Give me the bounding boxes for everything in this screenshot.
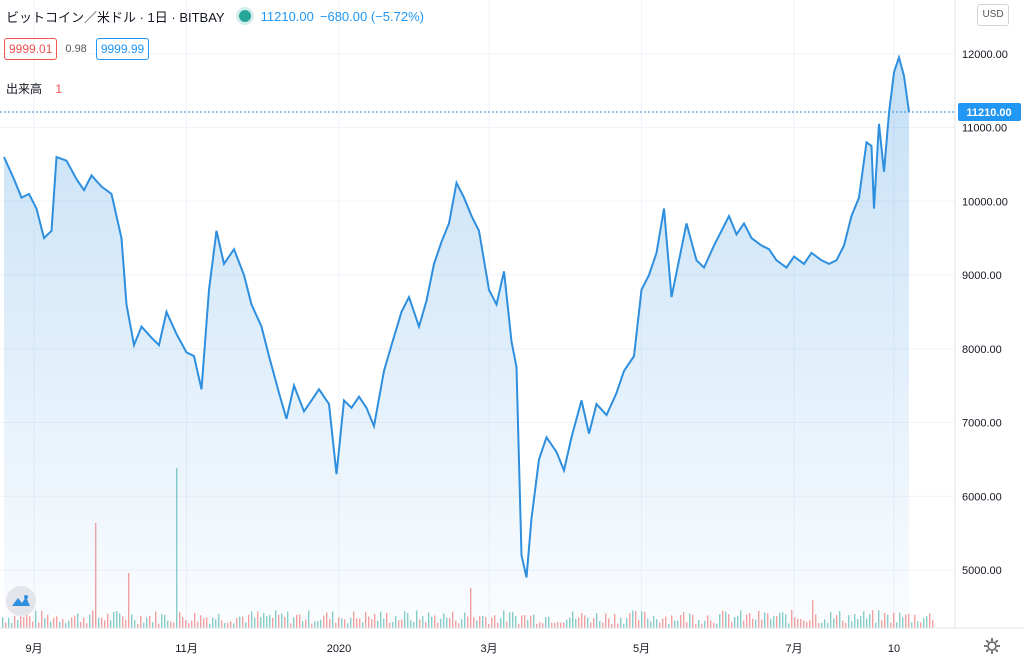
volume-legend[interactable]: 出来高 1 [6,80,62,97]
price-area [4,57,909,628]
x-tick-label: 3月 [480,643,497,655]
y-tick-label: 10000.00 [962,196,1008,208]
buy-button[interactable]: 9999.99 [95,38,150,60]
last-price-badge-label: 11210.00 [966,107,1011,119]
bid-ask-panel: 9999.01 0.98 9999.99 [4,38,150,60]
gear-icon[interactable] [982,636,1002,656]
x-tick-label: 9月 [25,643,42,655]
volume-bar [917,621,919,628]
x-tick-label: 10 [888,643,900,655]
x-tick-label: 11月 [175,643,197,655]
volume-bar [926,616,928,628]
tradingview-logo-icon[interactable] [6,586,36,616]
volume-bar [929,613,931,628]
last-price-value: 11210.00 [260,8,314,24]
x-tick-label: 2020 [327,643,351,655]
y-tick-label: 6000.00 [962,491,1002,503]
market-status-icon [238,10,251,22]
price-line [3,53,910,578]
volume-bar [920,622,922,628]
x-tick-label: 5月 [633,643,650,655]
time-axis: 9月 11月 2020 3月 5月 7月 10 [0,627,1024,665]
volume-bar [914,614,916,628]
y-tick-label: 8000.00 [962,344,1002,356]
price-change-value: −680.00 (−5.72%) [319,8,424,24]
sell-button[interactable]: 9999.01 [4,38,58,60]
volume-bar [923,617,925,628]
last-price-badge-bg [958,103,1021,122]
y-tick-label: 5000.00 [962,565,1002,577]
y-tick-label: 12000.00 [962,49,1008,61]
volume-bar [932,619,934,628]
last-price-badge: 11210.00 [958,103,1021,122]
volume-label: 出来高 [6,82,43,96]
y-tick-label: 7000.00 [962,418,1002,430]
spread-value: 0.98 [65,43,87,55]
volume-value: 1 [55,82,63,96]
y-tick-label: 11000.00 [962,123,1007,135]
x-tick-label: 7月 [785,643,802,655]
price-axis: 12000.00 11000.00 10000.00 9000.00 8000.00 70… [954,0,1024,665]
y-tick-label: 9000.00 [962,270,1002,282]
volume-bar [911,622,913,628]
time-axis-bg [0,628,1024,665]
currency-button[interactable]: USD [977,4,1009,26]
volume-bar [2,617,4,628]
symbol-title[interactable]: ビットコイン／米ドル · 1日 · BITBAY [6,9,225,25]
chart-header: ビットコイン／米ドル · 1日 · BITBAY 11210.00 −680.0… [6,6,424,26]
